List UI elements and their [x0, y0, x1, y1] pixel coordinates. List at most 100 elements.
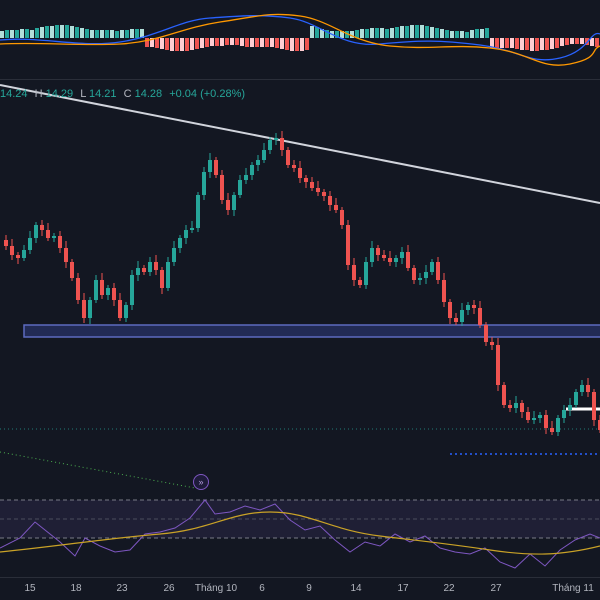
support-zone [23, 324, 600, 338]
time-tick: Tháng 11 [552, 583, 594, 594]
rsi-chart [0, 499, 600, 569]
macd-histogram-bar [35, 28, 39, 38]
macd-histogram-bar [205, 38, 209, 47]
candle-body [82, 300, 86, 318]
macd-histogram-bar [445, 30, 449, 38]
rsi-pane[interactable] [0, 490, 600, 575]
candle-body [166, 262, 170, 288]
candle-body [292, 165, 296, 168]
candle-body [34, 225, 38, 238]
candle-body [160, 270, 164, 288]
candle-body [436, 262, 440, 280]
macd-histogram-bar [320, 29, 324, 38]
candle-body [538, 415, 542, 418]
macd-histogram-bar [515, 38, 519, 49]
candle-body [520, 403, 524, 412]
macd-histogram-bar [180, 38, 184, 51]
candle-body [430, 262, 434, 272]
macd-histogram-bar [30, 30, 34, 38]
macd-pane[interactable] [0, 0, 600, 78]
macd-histogram-bar [395, 27, 399, 38]
candle-body [100, 280, 104, 295]
macd-histogram-bar [410, 25, 414, 38]
macd-histogram-bar [375, 28, 379, 38]
macd-histogram-bar [145, 38, 149, 47]
macd-histogram-bar [190, 38, 194, 50]
candle-body [4, 240, 8, 246]
candle-body [424, 272, 428, 278]
candle-body [580, 385, 584, 392]
macd-histogram-bar [590, 38, 594, 46]
macd-histogram-bar [265, 38, 269, 47]
replay-icon[interactable]: » [193, 474, 209, 490]
macd-line [0, 15, 600, 61]
candle-body [370, 248, 374, 262]
candle-body [490, 342, 494, 345]
low-value: 14.21 [88, 88, 117, 100]
candle-body [70, 262, 74, 278]
macd-histogram-bar [140, 29, 144, 38]
candle-body [352, 265, 356, 280]
time-tick: 15 [24, 583, 36, 594]
candle-body [118, 300, 122, 318]
high-value: 14.29 [45, 88, 74, 100]
price-pane[interactable] [0, 80, 600, 490]
candle-body [220, 175, 224, 200]
macd-histogram-bar [580, 38, 584, 44]
macd-histogram-bar [295, 38, 299, 51]
macd-histogram-bar [155, 38, 159, 48]
macd-histogram-bar [440, 29, 444, 38]
candle-body [334, 205, 338, 210]
candle-body [58, 236, 62, 248]
macd-histogram-bar [310, 26, 314, 38]
close-label: C [123, 88, 132, 100]
macd-histogram-bar [80, 28, 84, 38]
macd-histogram-bar [240, 38, 244, 46]
time-axis[interactable] [0, 578, 600, 600]
time-tick: 9 [306, 583, 312, 594]
macd-histogram-bar [495, 38, 499, 48]
candle-body [562, 410, 566, 418]
candle-body [28, 238, 32, 250]
pane-separator[interactable] [0, 577, 600, 578]
change-value: +0.04 (+0.28%) [169, 88, 246, 100]
macd-histogram-bar [10, 30, 14, 38]
candle-body [484, 325, 488, 342]
macd-histogram-bar [525, 38, 529, 50]
macd-histogram-bar [175, 38, 179, 51]
candle-body [238, 180, 242, 195]
time-tick: 26 [163, 583, 175, 594]
macd-histogram-bar [420, 25, 424, 38]
macd-histogram-bar [220, 38, 224, 46]
macd-histogram-bar [25, 29, 29, 38]
candle-body [412, 268, 416, 280]
macd-histogram-bar [245, 38, 249, 47]
candle-body [76, 278, 80, 300]
macd-histogram-bar [450, 31, 454, 38]
pane-separator[interactable] [0, 79, 600, 80]
time-tick: 23 [116, 583, 128, 594]
candle-body [94, 280, 98, 300]
candle-body [130, 275, 134, 305]
candle-body [328, 196, 332, 205]
high-label: H [34, 88, 43, 100]
candle-body [112, 288, 116, 300]
macd-histogram-bar [135, 29, 139, 38]
time-tick: 27 [490, 583, 502, 594]
candle-body [304, 178, 308, 182]
macd-histogram-bar [480, 29, 484, 38]
candle-body [286, 150, 290, 165]
macd-histogram-bar [570, 38, 574, 44]
macd-histogram-bar [40, 27, 44, 38]
macd-histogram-bar [475, 29, 479, 38]
macd-histogram-bar [20, 29, 24, 38]
macd-histogram-bar [455, 31, 459, 38]
candle-body [454, 318, 458, 322]
macd-histogram-bar [280, 38, 284, 49]
macd-histogram-bar [575, 38, 579, 44]
macd-histogram-bar [415, 25, 419, 38]
macd-histogram-bar [505, 38, 509, 48]
macd-histogram-bar [425, 26, 429, 38]
macd-histogram-bar [60, 25, 64, 38]
rsi-line [0, 499, 600, 569]
